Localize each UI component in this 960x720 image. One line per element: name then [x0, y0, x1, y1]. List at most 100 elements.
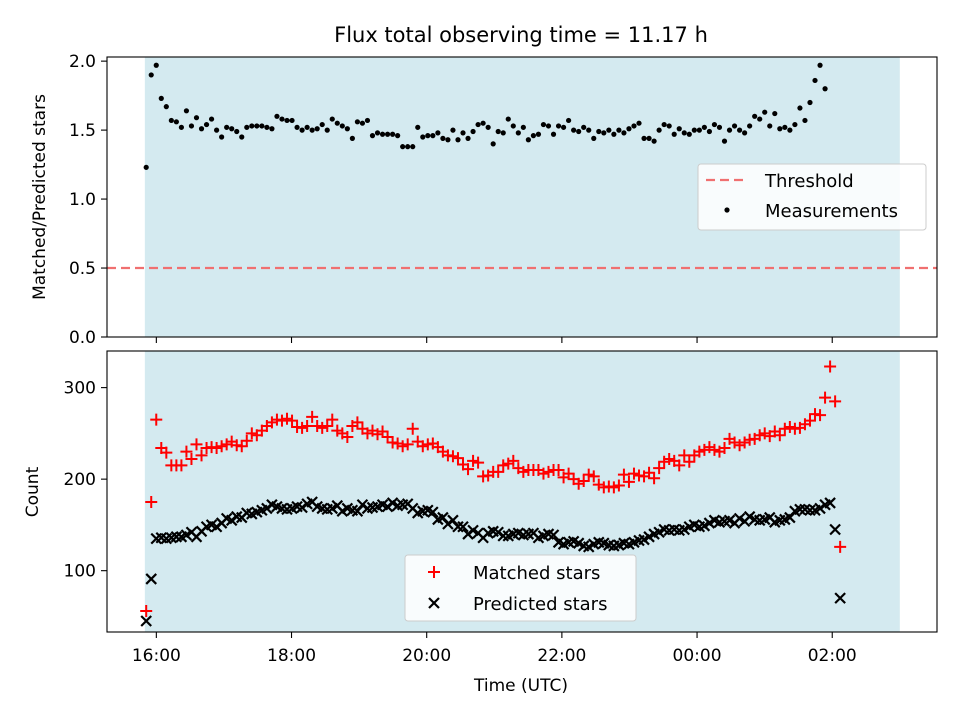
measurement-point	[143, 164, 149, 170]
matched-star-point	[451, 452, 464, 465]
legend-measurements-swatch	[724, 207, 730, 213]
measurement-point	[259, 123, 265, 129]
measurement-point	[656, 127, 662, 133]
measurement-point	[772, 110, 778, 117]
measurement-point	[369, 133, 376, 139]
measurement-point	[807, 99, 813, 106]
matched-star-point	[502, 457, 515, 470]
predicted-star-point	[497, 530, 510, 542]
matched-star-point	[406, 422, 419, 435]
matched-star-point	[467, 454, 480, 467]
measurement-point	[571, 127, 577, 133]
measurement-point	[229, 126, 235, 132]
matched-star-point	[824, 360, 837, 373]
matched-star-point	[643, 466, 656, 479]
measurement-point	[767, 123, 773, 129]
matched-star-point	[753, 429, 766, 442]
matched-star-point	[416, 440, 429, 453]
measurement-point	[797, 105, 803, 111]
measurement-point	[666, 123, 672, 129]
measurement-point	[163, 104, 169, 110]
measurement-point	[354, 119, 361, 125]
measurement-point	[440, 135, 446, 141]
top-y-ticks: 0.0 0.5 1.0 1.5 2.0	[69, 52, 107, 348]
matched-star-point	[607, 481, 620, 494]
matched-star-point	[371, 428, 384, 441]
measurement-point	[500, 130, 506, 136]
matched-star-point	[240, 434, 253, 447]
matched-star-point	[537, 467, 550, 480]
matched-star-point	[648, 472, 661, 485]
predicted-star-point	[457, 520, 469, 533]
bottom-xtick-label: 22:00	[537, 646, 586, 666]
measurement-point	[596, 128, 602, 135]
legend-predicted-label: Predicted stars	[473, 594, 607, 615]
top-y-axis-label: Matched/Predicted stars	[30, 94, 50, 300]
predicted-star-point	[427, 506, 439, 518]
measurement-point	[540, 121, 547, 128]
measurement-point	[802, 117, 808, 124]
measurement-point	[696, 127, 702, 133]
matched-star-point	[396, 440, 409, 453]
matched-star-point	[617, 468, 630, 481]
matched-star-point	[286, 414, 299, 427]
top-ytick-label: 2.0	[69, 52, 96, 72]
matched-star-point	[698, 443, 711, 456]
measurement-point	[736, 127, 743, 133]
matched-star-point	[653, 462, 666, 475]
measurement-point	[490, 141, 496, 147]
measurement-point	[812, 77, 818, 84]
top-legend: Threshold Measurements	[697, 163, 927, 231]
matched-star-point	[718, 442, 731, 455]
measurement-point	[485, 124, 491, 130]
measurement-point	[264, 124, 270, 130]
legend-measurements-label: Measurements	[765, 201, 898, 222]
measurement-point	[470, 128, 476, 135]
measurement-point	[249, 123, 255, 129]
matched-star-point	[160, 446, 173, 459]
matched-star-point	[517, 465, 530, 478]
predicted-star-point	[170, 531, 183, 543]
matched-star-point	[683, 455, 696, 468]
measurement-point	[742, 130, 748, 136]
measurement-point	[374, 130, 381, 136]
matched-star-point	[265, 416, 278, 429]
measurement-point	[671, 131, 677, 137]
measurement-point	[445, 137, 451, 143]
legend-predicted-swatch	[428, 597, 440, 609]
measurement-point	[379, 131, 386, 137]
matched-star-point	[663, 453, 676, 466]
bottom-x-ticks: 16:00 18:00 20:00 22:00 00:00 02:00	[132, 632, 857, 666]
legend-threshold-label: Threshold	[764, 171, 854, 192]
x-axis-label: Time (UTC)	[473, 676, 568, 696]
measurement-point	[817, 62, 823, 68]
measurement-point	[686, 131, 692, 137]
measurement-point	[581, 124, 587, 130]
measurement-point	[822, 86, 828, 92]
bottom-ytick-label: 200	[64, 470, 96, 490]
measurement-point	[314, 126, 320, 132]
measurement-point	[173, 119, 179, 125]
matched-star-point	[140, 604, 153, 617]
matched-star-point	[306, 410, 319, 423]
measurement-point	[349, 135, 355, 141]
matched-star-point	[497, 459, 510, 472]
predicted-star-point	[829, 523, 841, 536]
matched-star-point	[462, 463, 475, 476]
matched-star-point	[829, 395, 842, 408]
predicted-star-point	[547, 529, 560, 541]
measurement-point	[711, 121, 718, 128]
measurement-point	[420, 134, 426, 140]
matched-star-point	[542, 465, 555, 478]
matched-star-point	[834, 540, 847, 553]
measurement-point	[762, 109, 768, 115]
measurement-point	[757, 116, 763, 122]
matched-star-point	[150, 413, 163, 426]
bottom-xtick-label: 18:00	[267, 646, 316, 666]
measurement-point	[651, 138, 657, 144]
matched-star-point	[587, 470, 600, 483]
matched-star-point	[381, 431, 394, 444]
measurement-point	[178, 124, 185, 130]
matched-star-point	[326, 413, 339, 426]
measurement-point	[344, 126, 350, 132]
